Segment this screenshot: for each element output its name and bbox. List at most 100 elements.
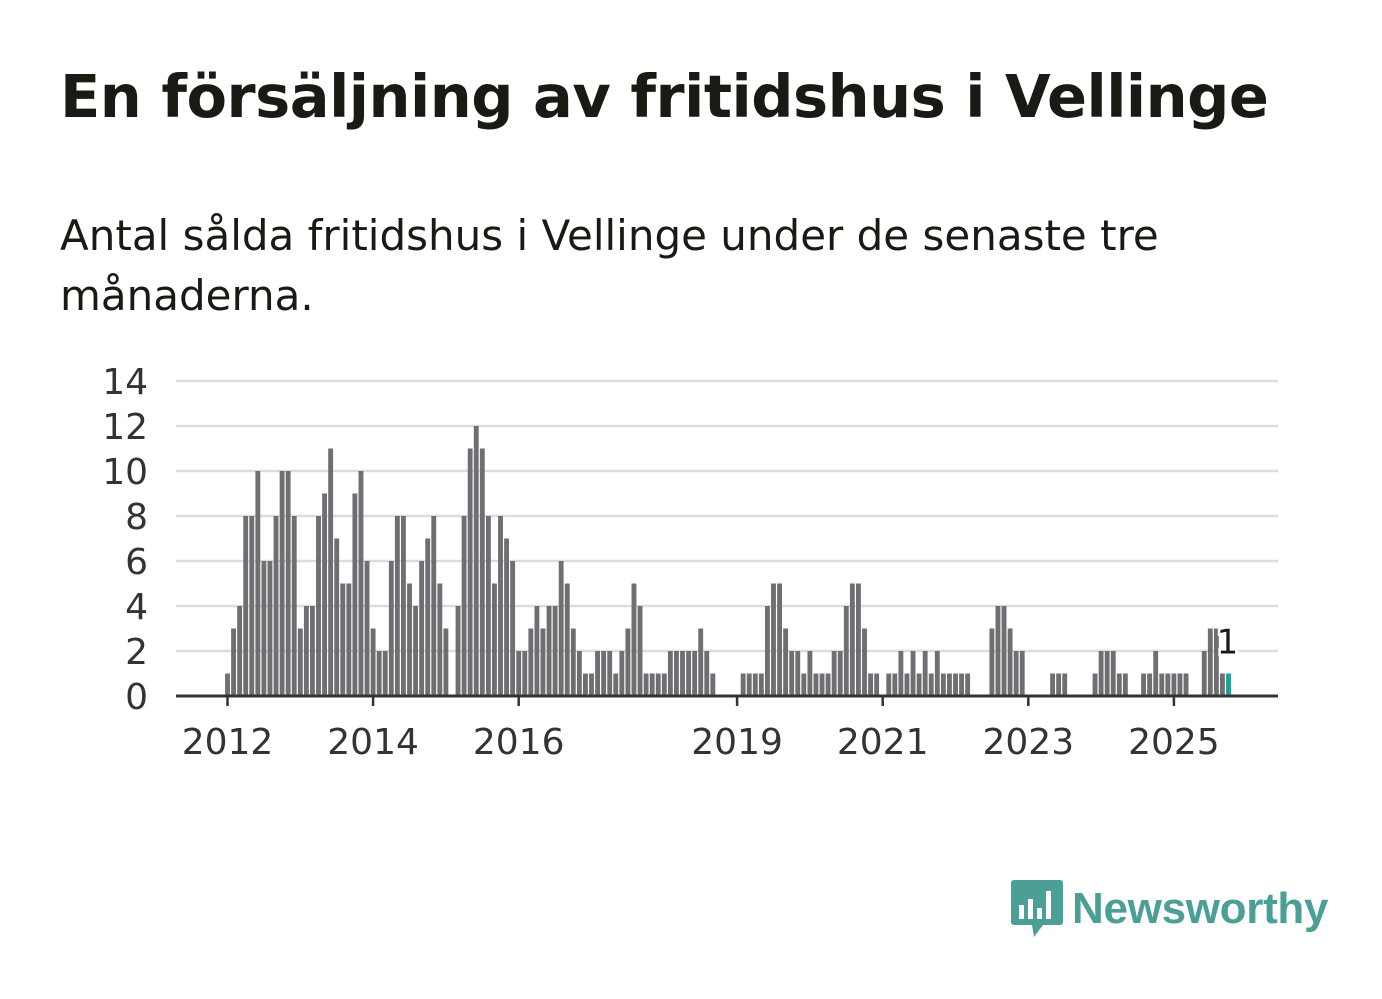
bar [680, 651, 685, 696]
bar [473, 426, 479, 696]
bar [492, 583, 497, 696]
bar [1110, 651, 1116, 696]
bar [255, 471, 261, 696]
bar [704, 651, 710, 696]
bar [328, 448, 334, 696]
bar [710, 673, 716, 696]
bar [837, 651, 843, 696]
x-tick-label: 2016 [473, 722, 565, 763]
bar [783, 628, 789, 696]
bar [1177, 673, 1183, 696]
bar [868, 673, 873, 696]
bar [316, 516, 321, 696]
bar [498, 516, 503, 696]
bar [431, 516, 437, 696]
bar [1153, 651, 1159, 696]
bar [795, 651, 801, 696]
annotation: 1 [1214, 620, 1241, 665]
bar [752, 673, 758, 696]
bar [358, 471, 364, 696]
bar [1122, 673, 1128, 696]
x-tick-label: 2014 [327, 722, 419, 763]
bar [807, 651, 813, 696]
bar [758, 673, 764, 696]
bar [516, 651, 522, 696]
bar [595, 651, 600, 696]
annotation-label: 1 [1217, 623, 1239, 663]
bar [1013, 651, 1019, 696]
bar [534, 606, 540, 696]
bar [813, 673, 819, 696]
bar [831, 651, 837, 696]
bar [485, 516, 491, 696]
bar [407, 583, 412, 696]
y-tick-label: 8 [125, 497, 148, 538]
bar [1213, 628, 1219, 696]
bar [1001, 606, 1007, 696]
bar [413, 606, 418, 696]
bar [1201, 651, 1207, 696]
bar [1092, 673, 1098, 696]
bar [437, 583, 443, 696]
bar [1050, 673, 1055, 696]
bar [589, 673, 594, 696]
bar [376, 651, 382, 696]
bar [916, 673, 922, 696]
newsworthy-chart-bubble-icon [1011, 880, 1063, 937]
bar [928, 673, 934, 696]
bar [874, 673, 880, 696]
bar [892, 673, 898, 696]
bar [261, 561, 267, 696]
bar [843, 606, 849, 696]
page-subtitle: Antal sålda fritidshus i Vellinge under … [60, 211, 1159, 320]
bar [856, 583, 861, 696]
bar [558, 561, 564, 696]
bar [698, 628, 704, 696]
bar [388, 561, 394, 696]
bar [692, 651, 698, 696]
bar [667, 651, 673, 696]
bar-highlight [1226, 673, 1231, 696]
bar [583, 673, 588, 696]
bar [443, 628, 449, 696]
bar [528, 628, 534, 696]
bar [910, 651, 916, 696]
bar [237, 606, 243, 696]
bar [570, 628, 576, 696]
bar [425, 538, 431, 696]
bar [267, 561, 273, 696]
bar [625, 628, 631, 696]
bar [1007, 628, 1013, 696]
bar [1171, 673, 1177, 696]
bar [965, 673, 971, 696]
bar [225, 673, 230, 696]
bar [279, 471, 285, 696]
bar [461, 516, 467, 696]
bar [370, 628, 376, 696]
x-axis-ticks: 2012 2014 2016 2019 2021 2023 2025 [182, 696, 1220, 763]
bar [504, 538, 509, 696]
bar [637, 606, 643, 696]
x-tick-label: 2021 [837, 722, 929, 763]
page-title: En försäljning av fritidshus i Vellinge [60, 62, 1269, 131]
bar [746, 673, 752, 696]
bar [479, 448, 485, 696]
bar [825, 673, 831, 696]
bar [934, 651, 940, 696]
bar [1165, 673, 1171, 696]
bar [631, 583, 637, 696]
bar [613, 673, 619, 696]
bar [922, 651, 928, 696]
bar [455, 606, 461, 696]
bar [649, 673, 655, 696]
bar [601, 651, 607, 696]
bar [273, 516, 279, 696]
bar [607, 651, 613, 696]
bar [364, 561, 370, 696]
bar [953, 673, 958, 696]
y-tick-label: 14 [102, 362, 148, 403]
bar [789, 651, 795, 696]
bar [1220, 673, 1225, 696]
x-tick-label: 2023 [982, 722, 1074, 763]
bar [231, 628, 236, 696]
